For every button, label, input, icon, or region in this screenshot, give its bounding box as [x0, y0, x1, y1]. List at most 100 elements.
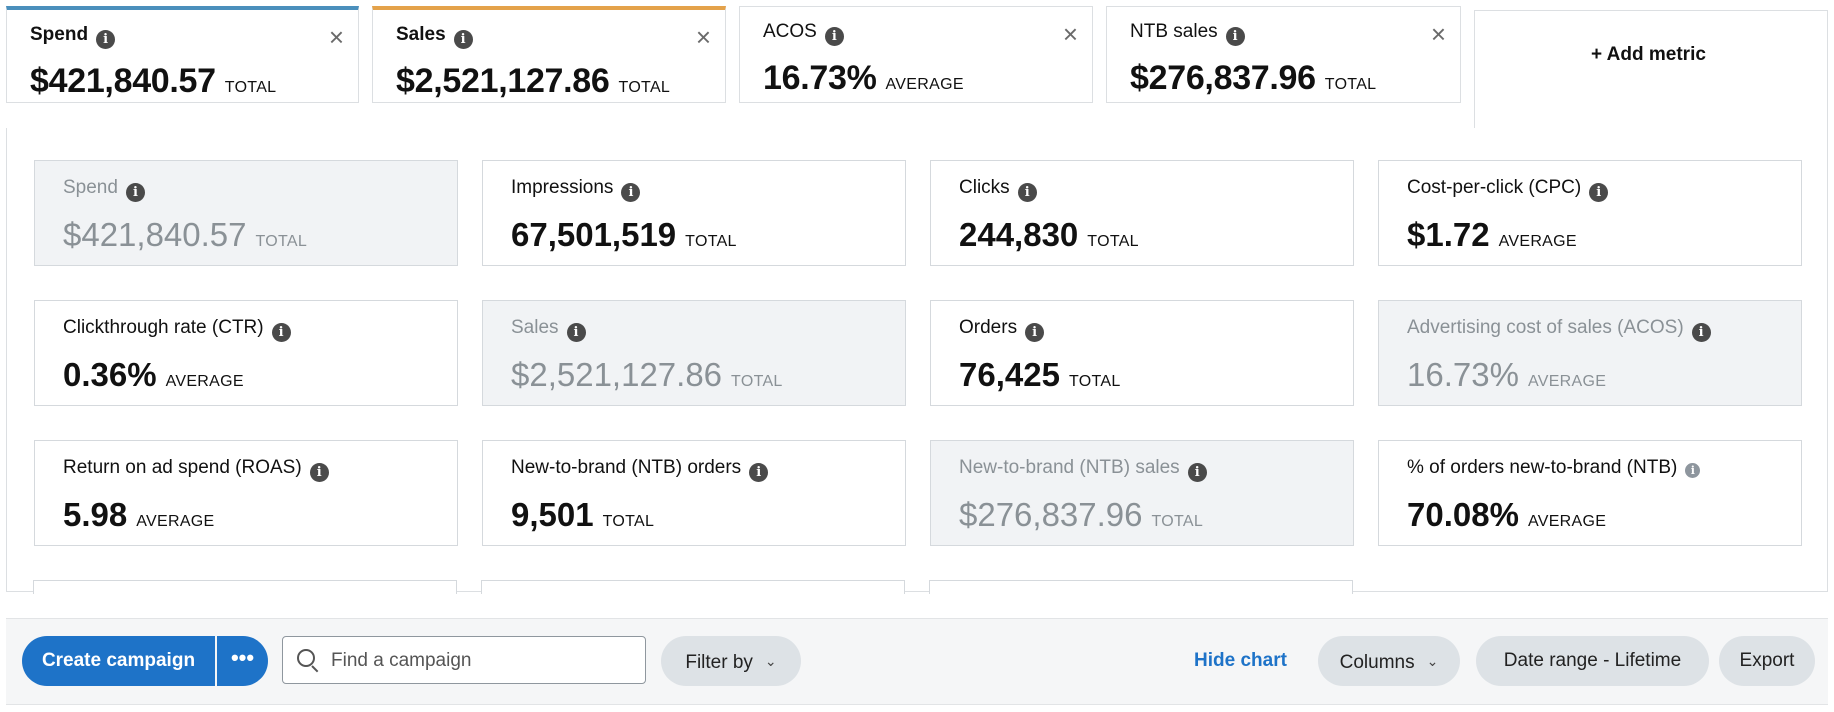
info-icon[interactable]: i: [824, 27, 844, 46]
export-label: Export: [1739, 650, 1795, 671]
metric-card-label: Clicks: [959, 177, 1010, 198]
metric-card-acos[interactable]: Advertising cost of sales (ACOS) i 16.73%…: [1378, 300, 1802, 406]
chevron-down-icon: ⌄: [1426, 653, 1439, 669]
campaign-search[interactable]: [282, 636, 646, 684]
columns-button[interactable]: Columns ⌄: [1318, 636, 1460, 686]
info-icon[interactable]: i: [621, 183, 641, 202]
metric-card-value: 244,830: [959, 216, 1079, 253]
info-icon[interactable]: i: [1187, 463, 1207, 482]
metric-card-cpc[interactable]: Cost-per-click (CPC) i $1.72 AVERAGE: [1378, 160, 1802, 266]
metric-card-unit: TOTAL: [685, 233, 737, 250]
date-range-button[interactable]: Date range - Lifetime: [1476, 636, 1709, 686]
campaign-table-header: [6, 704, 1828, 712]
metric-tab-value: $421,840.57: [30, 62, 216, 100]
metric-card-value: 5.98: [63, 496, 128, 533]
metric-tab-label: Spend: [30, 24, 89, 45]
close-icon[interactable]: ×: [328, 22, 344, 52]
metric-tab-acos[interactable]: ACOS i × 16.73% AVERAGE: [739, 6, 1093, 103]
info-icon[interactable]: i: [309, 463, 329, 482]
metric-picker-panel: Spend i $421,840.57 TOTAL Impressions i 67,…: [6, 128, 1828, 592]
info-icon[interactable]: i: [96, 30, 116, 49]
metric-card-value: 9,501: [511, 496, 594, 533]
metric-card-spend[interactable]: Spend i $421,840.57 TOTAL: [34, 160, 458, 266]
close-icon[interactable]: ×: [1430, 19, 1446, 49]
columns-label: Columns: [1339, 652, 1415, 673]
info-icon[interactable]: i: [749, 463, 769, 482]
info-icon[interactable]: i: [1685, 463, 1701, 478]
metric-card-label: New-to-brand (NTB) orders: [511, 457, 742, 478]
metric-tab-label: Sales: [396, 24, 446, 45]
chevron-down-icon: ⌄: [764, 653, 777, 669]
add-metric-button[interactable]: + Add metric: [1591, 44, 1706, 65]
info-icon[interactable]: i: [1589, 183, 1609, 202]
metric-card-label: Advertising cost of sales (ACOS): [1407, 317, 1684, 338]
metric-tab-value: $2,521,127.86: [396, 62, 610, 100]
metric-tab-label: NTB sales: [1130, 21, 1218, 42]
date-range-label: Date range - Lifetime: [1503, 650, 1682, 671]
metric-card-unit: AVERAGE: [165, 373, 244, 390]
info-icon[interactable]: i: [1225, 27, 1245, 46]
metric-tab-sales[interactable]: Sales i × $2,521,127.86 TOTAL: [372, 6, 726, 103]
metric-card-roas[interactable]: Return on ad spend (ROAS) i 5.98 AVERAGE: [34, 440, 458, 546]
metric-card-label: Impressions: [511, 177, 614, 198]
metric-card-value: 16.73%: [1407, 356, 1519, 393]
close-icon[interactable]: ×: [695, 22, 711, 52]
more-options-button[interactable]: •••: [217, 636, 268, 686]
hide-chart-link[interactable]: Hide chart: [1194, 650, 1287, 671]
metric-tab-value: 16.73%: [763, 59, 877, 97]
metric-card-unit: AVERAGE: [1498, 233, 1577, 250]
metric-tab-spend[interactable]: Spend i × $421,840.57 TOTAL: [6, 6, 359, 103]
metric-tab-unit: TOTAL: [618, 79, 671, 96]
filter-by-button[interactable]: Filter by ⌄: [661, 636, 801, 686]
metric-card-ctr[interactable]: Clickthrough rate (CTR) i 0.36% AVERAGE: [34, 300, 458, 406]
metric-tab-unit: TOTAL: [1324, 76, 1377, 93]
info-icon[interactable]: i: [1691, 323, 1711, 342]
metric-card-partial[interactable]: [929, 580, 1353, 594]
metric-card-label: Orders: [959, 317, 1018, 338]
metric-tab-unit: AVERAGE: [885, 76, 964, 93]
campaign-toolbar: Create campaign ••• Filter by ⌄ Hide char…: [6, 618, 1828, 708]
info-icon[interactable]: i: [271, 323, 291, 342]
add-metric-tab[interactable]: + Add metric: [1474, 10, 1828, 128]
metric-card-unit: TOTAL: [731, 373, 783, 390]
metric-card-label: Clickthrough rate (CTR): [63, 317, 264, 338]
metric-card-value: 0.36%: [63, 356, 157, 393]
search-icon: [297, 649, 315, 667]
search-input[interactable]: [329, 647, 633, 675]
metric-card-unit: TOTAL: [1087, 233, 1139, 250]
metric-card-label: Spend: [63, 177, 118, 198]
metric-card-partial[interactable]: [33, 580, 457, 594]
metric-card-clicks[interactable]: Clicks i 244,830 TOTAL: [930, 160, 1354, 266]
metric-card-value: 76,425: [959, 356, 1060, 393]
metric-tab-unit: TOTAL: [224, 79, 277, 96]
metric-card-partial[interactable]: [481, 580, 905, 594]
metric-card-orders[interactable]: Orders i 76,425 TOTAL: [930, 300, 1354, 406]
metric-card-impressions[interactable]: Impressions i 67,501,519 TOTAL: [482, 160, 906, 266]
info-icon[interactable]: i: [1017, 183, 1037, 202]
metric-card-unit: AVERAGE: [1527, 373, 1607, 390]
metric-card-value: 70.08%: [1407, 496, 1519, 533]
metric-card-ntb-orders-percent[interactable]: % of orders new-to-brand (NTB) i 70.08% AV…: [1378, 440, 1802, 546]
metric-tab-value: $276,837.96: [1130, 59, 1316, 97]
info-icon[interactable]: i: [1025, 323, 1045, 342]
metric-card-value: 67,501,519: [511, 216, 677, 253]
metric-card-label: Return on ad spend (ROAS): [63, 457, 302, 478]
info-icon[interactable]: i: [453, 30, 473, 49]
metric-tab-ntb-sales[interactable]: NTB sales i × $276,837.96 TOTAL: [1106, 6, 1461, 103]
close-icon[interactable]: ×: [1062, 19, 1078, 49]
metric-card-unit: TOTAL: [1151, 513, 1204, 530]
info-icon[interactable]: i: [125, 183, 145, 202]
create-campaign-button[interactable]: Create campaign: [22, 636, 215, 686]
metric-card-ntb-sales[interactable]: New-to-brand (NTB) sales i $276,837.96 TOT…: [930, 440, 1354, 546]
metric-card-sales[interactable]: Sales i $2,521,127.86 TOTAL: [482, 300, 906, 406]
export-button[interactable]: Export: [1719, 636, 1815, 686]
metric-card-unit: TOTAL: [1068, 373, 1121, 390]
metric-card-ntb-orders[interactable]: New-to-brand (NTB) orders i 9,501 TOTAL: [482, 440, 906, 546]
metric-card-label: Cost-per-click (CPC): [1407, 177, 1582, 198]
metric-card-value: $421,840.57: [63, 216, 247, 253]
metric-card-label: New-to-brand (NTB) sales: [959, 457, 1180, 478]
filter-by-label: Filter by: [685, 652, 753, 673]
metric-card-unit: AVERAGE: [1527, 513, 1607, 530]
metric-card-value: $2,521,127.86: [511, 356, 723, 393]
info-icon[interactable]: i: [566, 323, 586, 342]
